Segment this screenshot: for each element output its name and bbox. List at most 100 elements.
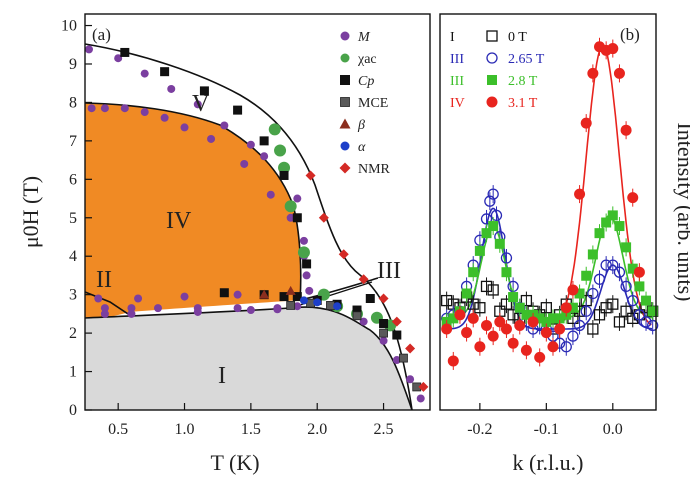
- point-2-8-t: [587, 249, 598, 260]
- point-2-8-t: [634, 281, 645, 292]
- point-3-1-t: [540, 327, 552, 339]
- point-alpha: [313, 298, 322, 307]
- point-2-65-t: [593, 273, 606, 285]
- y-tick-label-a: 10: [61, 18, 77, 35]
- point-0-t: [520, 294, 533, 307]
- point-2-65-t: [647, 319, 659, 332]
- point-cp: [279, 292, 289, 302]
- legend-phase-b: III: [450, 52, 464, 67]
- point-3-1-t: [613, 67, 625, 79]
- point-2-65-t: [480, 213, 493, 225]
- legend-phase-b: IV: [450, 96, 465, 111]
- axes-frame-a: [84, 13, 431, 411]
- point-nmr: [391, 316, 402, 327]
- point-mce: [379, 328, 388, 338]
- point-beta: [285, 285, 296, 295]
- axes-frame-b: [439, 13, 657, 411]
- point-2-8-t: [614, 221, 625, 232]
- point-cp: [199, 86, 209, 96]
- x-tick-label-a: 1.5: [241, 421, 261, 438]
- point-2-8-t: [641, 295, 652, 306]
- point-2-65-t: [627, 294, 639, 307]
- legend-b: I 0 T III 2.65 T III 2.8 T IV 3.1 T: [450, 30, 545, 111]
- point-cp: [292, 292, 302, 302]
- y-tick-label-a: 0: [69, 402, 77, 419]
- y-tick-label-a: 8: [69, 94, 77, 111]
- point-3-1-t: [454, 309, 466, 321]
- point-0-t: [593, 309, 606, 321]
- point-m: [392, 356, 401, 365]
- point-3-1-t: [500, 323, 512, 335]
- point-2-65-t: [580, 305, 592, 317]
- point-m: [100, 309, 109, 318]
- point-m: [94, 294, 103, 303]
- point-0-t: [480, 280, 493, 293]
- point-m: [293, 194, 302, 203]
- point-0-t: [607, 298, 619, 310]
- point-0-t: [474, 302, 486, 314]
- point-m: [127, 304, 136, 313]
- point-cp: [160, 67, 170, 77]
- point-m: [140, 108, 149, 117]
- y-tick-label-a: 3: [69, 287, 77, 304]
- point-m: [260, 152, 269, 161]
- point-3-1-t: [494, 316, 506, 328]
- point-2-65-t: [560, 341, 572, 353]
- point-cp: [392, 330, 402, 340]
- boundary-II: [84, 291, 129, 315]
- point-3-1-t: [534, 351, 546, 363]
- phase-label-II: II: [96, 267, 112, 293]
- point-3-1-t: [547, 341, 559, 353]
- point-0-t: [440, 294, 453, 307]
- x-axis-label-b: k (r.l.u.): [513, 450, 584, 475]
- legend-label-b: 3.1 T: [508, 96, 538, 111]
- legend-marker-b: [486, 52, 498, 64]
- point-2-65-t: [640, 316, 652, 328]
- point-2-8-t: [627, 263, 638, 274]
- point-2-8-t: [488, 221, 499, 232]
- point-cp: [233, 105, 243, 115]
- point-2-65-t: [587, 287, 599, 300]
- boundary-IV: [84, 102, 302, 301]
- point-2-8-t: [474, 245, 485, 256]
- point-m: [246, 140, 255, 149]
- point-alpha: [333, 302, 342, 311]
- point-m: [305, 286, 314, 295]
- y-tick-label-a: 6: [69, 171, 77, 188]
- point-chi-ac: [297, 246, 310, 259]
- point-m: [207, 134, 216, 143]
- point-m: [406, 375, 415, 384]
- x-tick-label-a: 1.0: [175, 421, 195, 438]
- point-3-1-t: [487, 330, 499, 342]
- phase-label-V: V: [192, 91, 210, 117]
- point-m: [286, 213, 295, 222]
- legend-label-a: NMR: [358, 162, 391, 177]
- point-2-8-t: [581, 270, 592, 281]
- legend-marker-0: [340, 31, 350, 41]
- legend-marker-2: [340, 75, 350, 85]
- ticks-b: -0.2 -0.1 0.0: [467, 403, 623, 438]
- legend-phase-b: I: [450, 30, 455, 45]
- point-alpha: [299, 296, 308, 305]
- point-3-1-t: [461, 327, 473, 339]
- point-3-1-t: [567, 284, 579, 296]
- y-tick-label-a: 7: [69, 133, 77, 150]
- point-2-65-t: [500, 252, 513, 264]
- point-chi-ac: [268, 123, 281, 136]
- point-chi-ac: [274, 144, 287, 157]
- point-nmr: [405, 343, 416, 354]
- point-2-8-t: [514, 302, 525, 313]
- point-cp: [219, 288, 229, 298]
- point-2-8-t: [521, 309, 532, 320]
- x-tick-label-b: 0.0: [603, 421, 623, 438]
- legend-marker-6: [339, 162, 351, 174]
- point-2-8-t: [534, 313, 545, 324]
- point-2-65-t: [487, 188, 499, 200]
- point-2-8-t: [481, 228, 492, 239]
- y-tick-label-a: 2: [69, 325, 77, 342]
- point-0-t: [507, 309, 519, 321]
- point-2-8-t: [461, 288, 472, 299]
- point-nmr: [418, 381, 429, 392]
- point-mce: [286, 301, 296, 310]
- point-2-65-t: [607, 259, 619, 271]
